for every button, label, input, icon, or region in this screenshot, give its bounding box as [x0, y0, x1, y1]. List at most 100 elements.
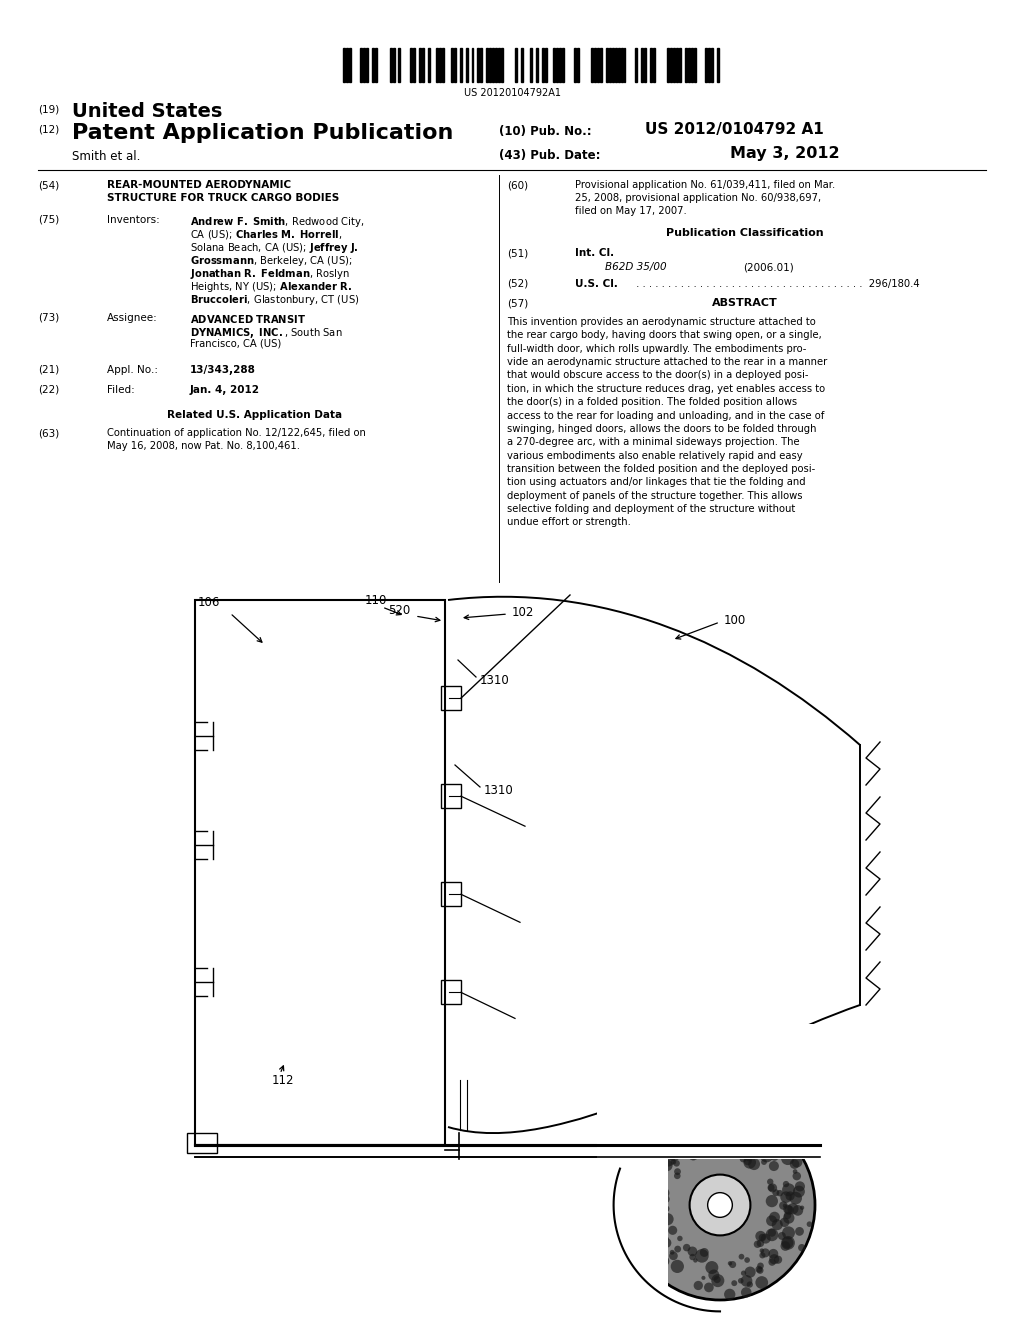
- Text: ABSTRACT: ABSTRACT: [712, 298, 778, 308]
- Circle shape: [793, 1205, 803, 1216]
- Circle shape: [689, 1175, 751, 1236]
- Circle shape: [706, 1147, 712, 1152]
- Text: $\bf{Jonathan\ R.\ Feldman}$, Roslyn: $\bf{Jonathan\ R.\ Feldman}$, Roslyn: [190, 267, 350, 281]
- Circle shape: [653, 1154, 659, 1159]
- Text: $\bf{DYNAMICS,\ INC.}$, South San: $\bf{DYNAMICS,\ INC.}$, South San: [190, 326, 343, 341]
- Circle shape: [671, 1159, 676, 1164]
- Circle shape: [721, 1140, 729, 1150]
- Circle shape: [652, 1222, 656, 1228]
- Text: United States: United States: [72, 102, 222, 121]
- Bar: [411, 48, 412, 82]
- Circle shape: [782, 1237, 794, 1249]
- Bar: [439, 48, 441, 82]
- Circle shape: [745, 1154, 753, 1162]
- Text: (43) Pub. Date:: (43) Pub. Date:: [499, 149, 600, 162]
- Circle shape: [651, 1204, 664, 1216]
- Bar: [685, 48, 687, 82]
- Circle shape: [659, 1170, 668, 1177]
- Text: (51): (51): [507, 248, 528, 257]
- Bar: [349, 48, 350, 82]
- Bar: [441, 882, 461, 907]
- Circle shape: [761, 1234, 771, 1243]
- Circle shape: [761, 1121, 767, 1126]
- Circle shape: [688, 1147, 697, 1155]
- Circle shape: [768, 1130, 781, 1144]
- Text: (2006.01): (2006.01): [743, 261, 794, 272]
- Circle shape: [628, 1192, 639, 1203]
- Circle shape: [708, 1193, 732, 1217]
- Bar: [441, 784, 461, 808]
- Bar: [621, 48, 623, 82]
- Circle shape: [674, 1168, 681, 1175]
- Bar: [600, 48, 602, 82]
- Circle shape: [674, 1246, 681, 1253]
- Circle shape: [709, 1270, 719, 1280]
- Circle shape: [760, 1249, 764, 1253]
- Circle shape: [685, 1125, 691, 1131]
- Circle shape: [741, 1287, 752, 1298]
- Circle shape: [683, 1243, 690, 1251]
- Circle shape: [693, 1280, 702, 1290]
- Circle shape: [662, 1134, 666, 1138]
- Circle shape: [726, 1139, 730, 1143]
- Circle shape: [656, 1173, 664, 1180]
- Circle shape: [756, 1266, 763, 1272]
- Circle shape: [700, 1122, 709, 1130]
- Circle shape: [763, 1122, 774, 1133]
- Circle shape: [729, 1130, 733, 1134]
- Circle shape: [743, 1158, 752, 1166]
- Circle shape: [768, 1258, 776, 1266]
- Bar: [609, 48, 611, 82]
- Circle shape: [761, 1159, 767, 1166]
- Circle shape: [778, 1232, 785, 1239]
- Circle shape: [782, 1226, 795, 1239]
- Bar: [709, 48, 711, 82]
- Text: 100: 100: [724, 614, 746, 627]
- Bar: [442, 48, 444, 82]
- Circle shape: [792, 1156, 803, 1167]
- Circle shape: [766, 1216, 777, 1226]
- Circle shape: [739, 1147, 751, 1159]
- Bar: [706, 48, 708, 82]
- Circle shape: [658, 1187, 670, 1199]
- Circle shape: [693, 1258, 697, 1263]
- Text: Patent Application Publication: Patent Application Publication: [72, 123, 454, 143]
- Circle shape: [772, 1220, 782, 1230]
- Bar: [195, 601, 445, 1144]
- Circle shape: [630, 1180, 641, 1192]
- Circle shape: [657, 1175, 664, 1180]
- Bar: [691, 48, 692, 82]
- Circle shape: [726, 1143, 739, 1156]
- Bar: [652, 48, 654, 82]
- Bar: [492, 48, 494, 82]
- Circle shape: [650, 1218, 662, 1229]
- Circle shape: [790, 1192, 802, 1204]
- Circle shape: [800, 1205, 804, 1210]
- Circle shape: [632, 1192, 643, 1203]
- Text: (12): (12): [38, 125, 59, 135]
- Text: $\bf{ADVANCED\ TRANSIT}$: $\bf{ADVANCED\ TRANSIT}$: [190, 313, 306, 325]
- Bar: [489, 48, 490, 82]
- Circle shape: [757, 1262, 764, 1270]
- Circle shape: [670, 1250, 675, 1255]
- Circle shape: [673, 1160, 680, 1167]
- Text: Filed:: Filed:: [106, 385, 135, 395]
- Circle shape: [766, 1195, 778, 1208]
- Circle shape: [702, 1142, 709, 1148]
- Circle shape: [729, 1261, 736, 1269]
- Circle shape: [724, 1288, 735, 1300]
- Circle shape: [781, 1137, 786, 1142]
- Circle shape: [659, 1274, 666, 1280]
- Bar: [419, 48, 421, 82]
- Circle shape: [689, 1130, 699, 1140]
- Bar: [553, 48, 555, 82]
- Circle shape: [654, 1247, 659, 1253]
- Circle shape: [700, 1113, 709, 1122]
- Bar: [441, 981, 461, 1005]
- Circle shape: [687, 1246, 697, 1257]
- Circle shape: [643, 1210, 652, 1220]
- Circle shape: [731, 1280, 737, 1286]
- Text: STRUCTURE FOR TRUCK CARGO BODIES: STRUCTURE FOR TRUCK CARGO BODIES: [106, 193, 339, 203]
- Text: This invention provides an aerodynamic structure attached to
the rear cargo body: This invention provides an aerodynamic s…: [507, 317, 827, 528]
- Circle shape: [781, 1151, 795, 1166]
